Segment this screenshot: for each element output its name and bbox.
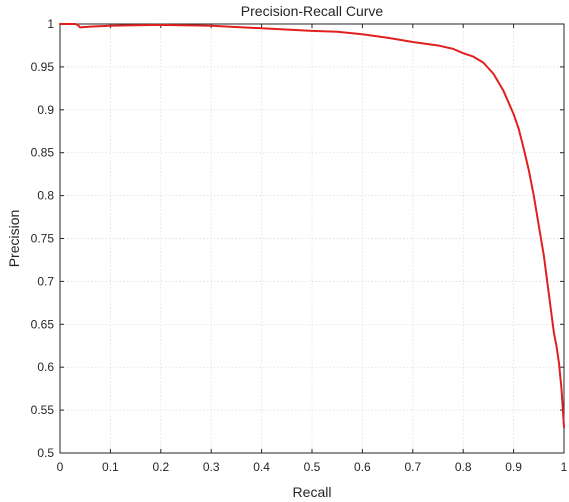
y-tick-label: 0.7 bbox=[37, 274, 54, 288]
x-tick-label: 0.9 bbox=[505, 460, 522, 474]
y-tick-label: 1 bbox=[47, 17, 54, 31]
y-tick-label: 0.8 bbox=[37, 189, 54, 203]
y-tick-label: 0.5 bbox=[37, 446, 54, 460]
y-tick-label: 0.95 bbox=[31, 60, 55, 74]
x-tick-label: 0.8 bbox=[455, 460, 472, 474]
y-tick-label: 0.6 bbox=[37, 360, 54, 374]
x-tick-label: 0.6 bbox=[354, 460, 371, 474]
x-tick-label: 0.4 bbox=[253, 460, 270, 474]
grid bbox=[60, 24, 564, 453]
x-tick-label: 0.7 bbox=[404, 460, 421, 474]
x-tick-label: 0.3 bbox=[203, 460, 220, 474]
y-tick-label: 0.85 bbox=[31, 146, 55, 160]
chart-title: Precision-Recall Curve bbox=[241, 3, 384, 19]
x-tick-label: 0.2 bbox=[152, 460, 169, 474]
x-tick-label: 0.1 bbox=[102, 460, 119, 474]
pr-curve-line bbox=[59, 23, 565, 429]
y-tick-label: 0.55 bbox=[31, 403, 55, 417]
y-axis-label: Precision bbox=[6, 210, 22, 268]
series-group bbox=[59, 23, 565, 429]
x-axis-label: Recall bbox=[293, 484, 332, 500]
y-tick-label: 0.75 bbox=[31, 232, 55, 246]
y-tick-label: 0.65 bbox=[31, 317, 55, 331]
x-tick-label: 0 bbox=[57, 460, 64, 474]
axis-ticks: 0 0.1 0.2 0.3 0.4 0.5 0.6 0.7 0.8 0.9 1 0.5 0.55 0.6 0… bbox=[31, 17, 568, 474]
y-tick-label: 0.9 bbox=[37, 103, 54, 117]
x-tick-label: 0.5 bbox=[304, 460, 321, 474]
x-tick-label: 1 bbox=[561, 460, 568, 474]
